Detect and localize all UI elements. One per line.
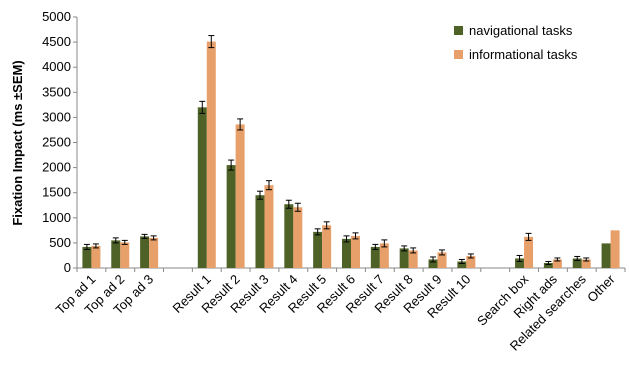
bar-navigational <box>457 261 467 268</box>
y-tick-label: 3000 <box>42 109 71 124</box>
y-tick-label: 5000 <box>42 9 71 24</box>
bar-informational <box>91 245 101 268</box>
bar-informational <box>437 252 447 268</box>
bar-navigational <box>140 236 150 268</box>
bar-navigational <box>111 240 121 268</box>
bar-navigational <box>313 231 323 268</box>
bar-navigational <box>543 262 553 268</box>
bar-navigational <box>428 259 438 268</box>
bar-navigational <box>342 238 351 268</box>
legend-swatch <box>454 26 463 35</box>
bar-informational <box>552 259 562 268</box>
y-tick-label: 500 <box>49 235 71 250</box>
bar-informational <box>149 237 159 268</box>
bar-navigational <box>515 258 525 268</box>
y-tick-label: 4000 <box>42 59 71 74</box>
y-tick-label: 1000 <box>42 210 71 225</box>
bar-informational <box>408 250 418 268</box>
bar-informational <box>264 185 274 268</box>
bar-navigational <box>255 195 265 268</box>
bar-navigational <box>197 107 207 268</box>
y-tick-label: 2500 <box>42 135 71 150</box>
y-tick-label: 4500 <box>42 34 71 49</box>
bar-informational <box>351 235 360 268</box>
legend-label: navigational tasks <box>469 23 573 38</box>
bar-informational <box>524 236 534 268</box>
bar-navigational <box>399 248 409 268</box>
bar-informational <box>610 230 620 268</box>
bar-informational <box>466 255 476 268</box>
legend: navigational tasks informational tasks <box>454 23 578 62</box>
bar-navigational <box>601 243 611 268</box>
y-tick-label: 3500 <box>42 84 71 99</box>
y-tick-label: 1500 <box>42 185 71 200</box>
bar-informational <box>379 243 389 268</box>
legend-swatch <box>454 50 463 59</box>
x-tick-label: Other <box>584 271 618 305</box>
y-axis-title: Fixation Impact (ms ±SEM) <box>10 60 25 225</box>
y-tick-label: 2000 <box>42 160 71 175</box>
bar-informational <box>293 207 303 268</box>
bar-informational <box>235 124 245 268</box>
bar-navigational <box>226 165 236 268</box>
bar-informational <box>581 259 591 268</box>
legend-label: informational tasks <box>469 47 578 62</box>
bar-informational <box>322 225 332 268</box>
bars <box>82 41 620 269</box>
bar-navigational <box>82 246 92 268</box>
bar-informational <box>206 41 216 269</box>
bar-navigational <box>370 246 380 268</box>
bar-navigational <box>284 204 294 268</box>
y-tick-label: 0 <box>64 260 71 275</box>
bar-informational <box>120 242 130 268</box>
bar-navigational <box>572 258 582 268</box>
error-bars <box>83 35 590 265</box>
